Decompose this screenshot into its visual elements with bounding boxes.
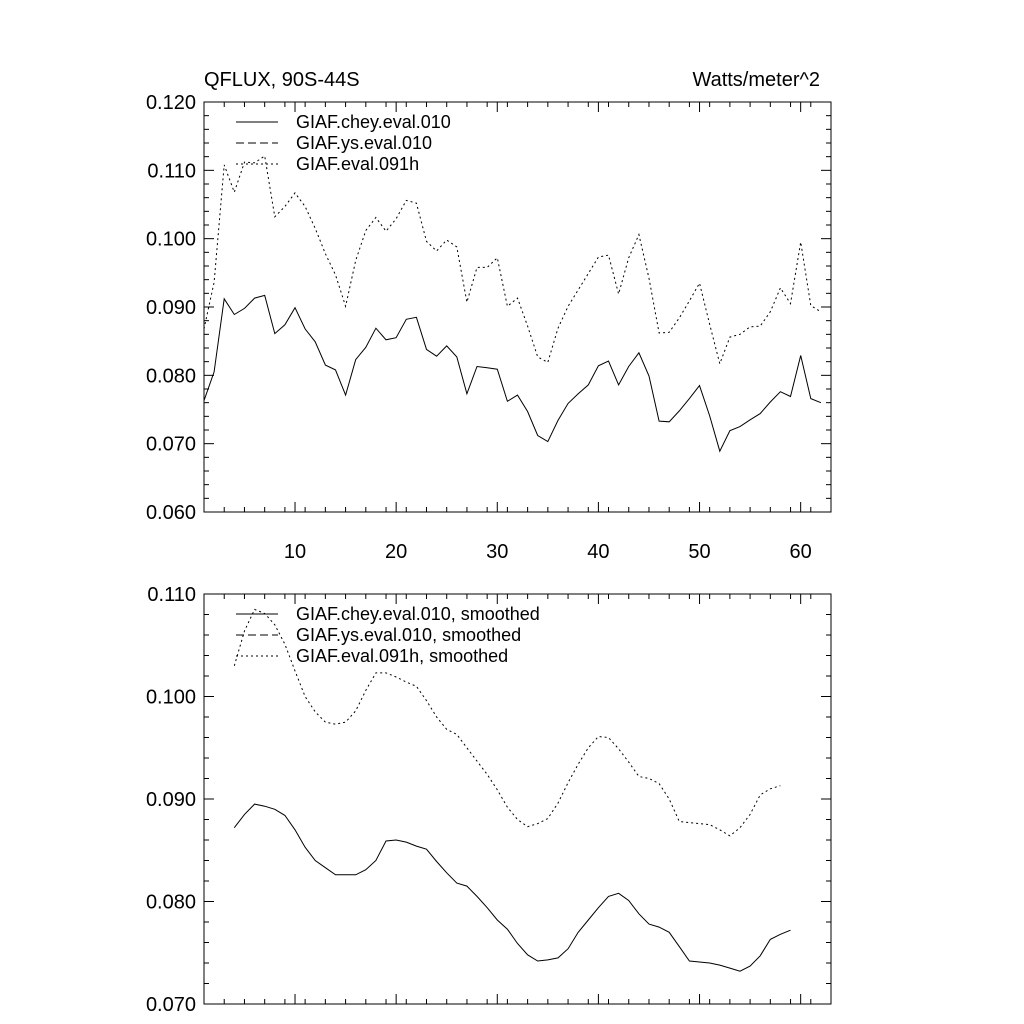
y-tick-label: 0.090 [146, 297, 196, 319]
y-tick-label: 0.120 [146, 92, 196, 114]
series-line-solid [203, 294, 822, 453]
units-label: Watts/meter^2 [692, 69, 820, 91]
y-tick-label: 0.110 [147, 584, 196, 606]
x-tick-label: 60 [790, 541, 812, 563]
y-tick-label: 0.060 [146, 502, 196, 524]
legend-label: GIAF.eval.091h [296, 154, 419, 174]
x-tick-label: 30 [486, 541, 508, 563]
x-tick-label: 50 [688, 541, 710, 563]
series-line-dotted [233, 608, 781, 837]
legend-label: GIAF.eval.091h, smoothed [296, 646, 508, 666]
x-tick-label: 10 [284, 541, 306, 563]
y-tick-label: 0.070 [146, 434, 196, 456]
series-lines [203, 155, 822, 453]
series-lines [233, 608, 791, 972]
axis-tick-labels: 0.070 0.080 0.090 0.100 0.110 [146, 584, 196, 1016]
axis-ticks [203, 593, 832, 1005]
y-tick-label: 0.110 [147, 160, 196, 182]
y-tick-label: 0.070 [146, 994, 196, 1016]
y-tick-label: 0.090 [146, 789, 196, 811]
legend: GIAF.chey.eval.010, smoothedGIAF.ys.eval… [236, 604, 540, 666]
legend-label: GIAF.ys.eval.010, smoothed [296, 625, 521, 645]
y-tick-label: 0.080 [146, 892, 196, 914]
y-tick-label: 0.080 [146, 365, 196, 387]
y-tick-label: 0.100 [146, 687, 196, 709]
axis-ticks [203, 101, 832, 513]
bottom-panel: 0.070 0.080 0.090 0.100 0.110 GIAF.chey.eval… [146, 584, 832, 1016]
series-line-dotted [203, 155, 822, 366]
top-panel: QFLUX, 90S-44S Watts/meter^2 0.0600.0700… [146, 69, 832, 563]
axis-tick-labels: 0.060 0.070 0.080 0.090 0.100 0.110 0.120 10 20 3… [146, 92, 812, 563]
legend: GIAF.chey.eval.010GIAF.ys.eval.010GIAF.e… [236, 112, 451, 174]
legend-label: GIAF.chey.eval.010, smoothed [296, 604, 540, 624]
series-line-solid [233, 803, 791, 972]
legend-label: GIAF.ys.eval.010 [296, 133, 432, 153]
x-tick-label: 20 [385, 541, 407, 563]
chart-title: QFLUX, 90S-44S [204, 69, 360, 91]
x-tick-label: 40 [587, 541, 609, 563]
legend-label: GIAF.chey.eval.010 [296, 112, 451, 132]
y-tick-label: 0.100 [146, 229, 196, 251]
